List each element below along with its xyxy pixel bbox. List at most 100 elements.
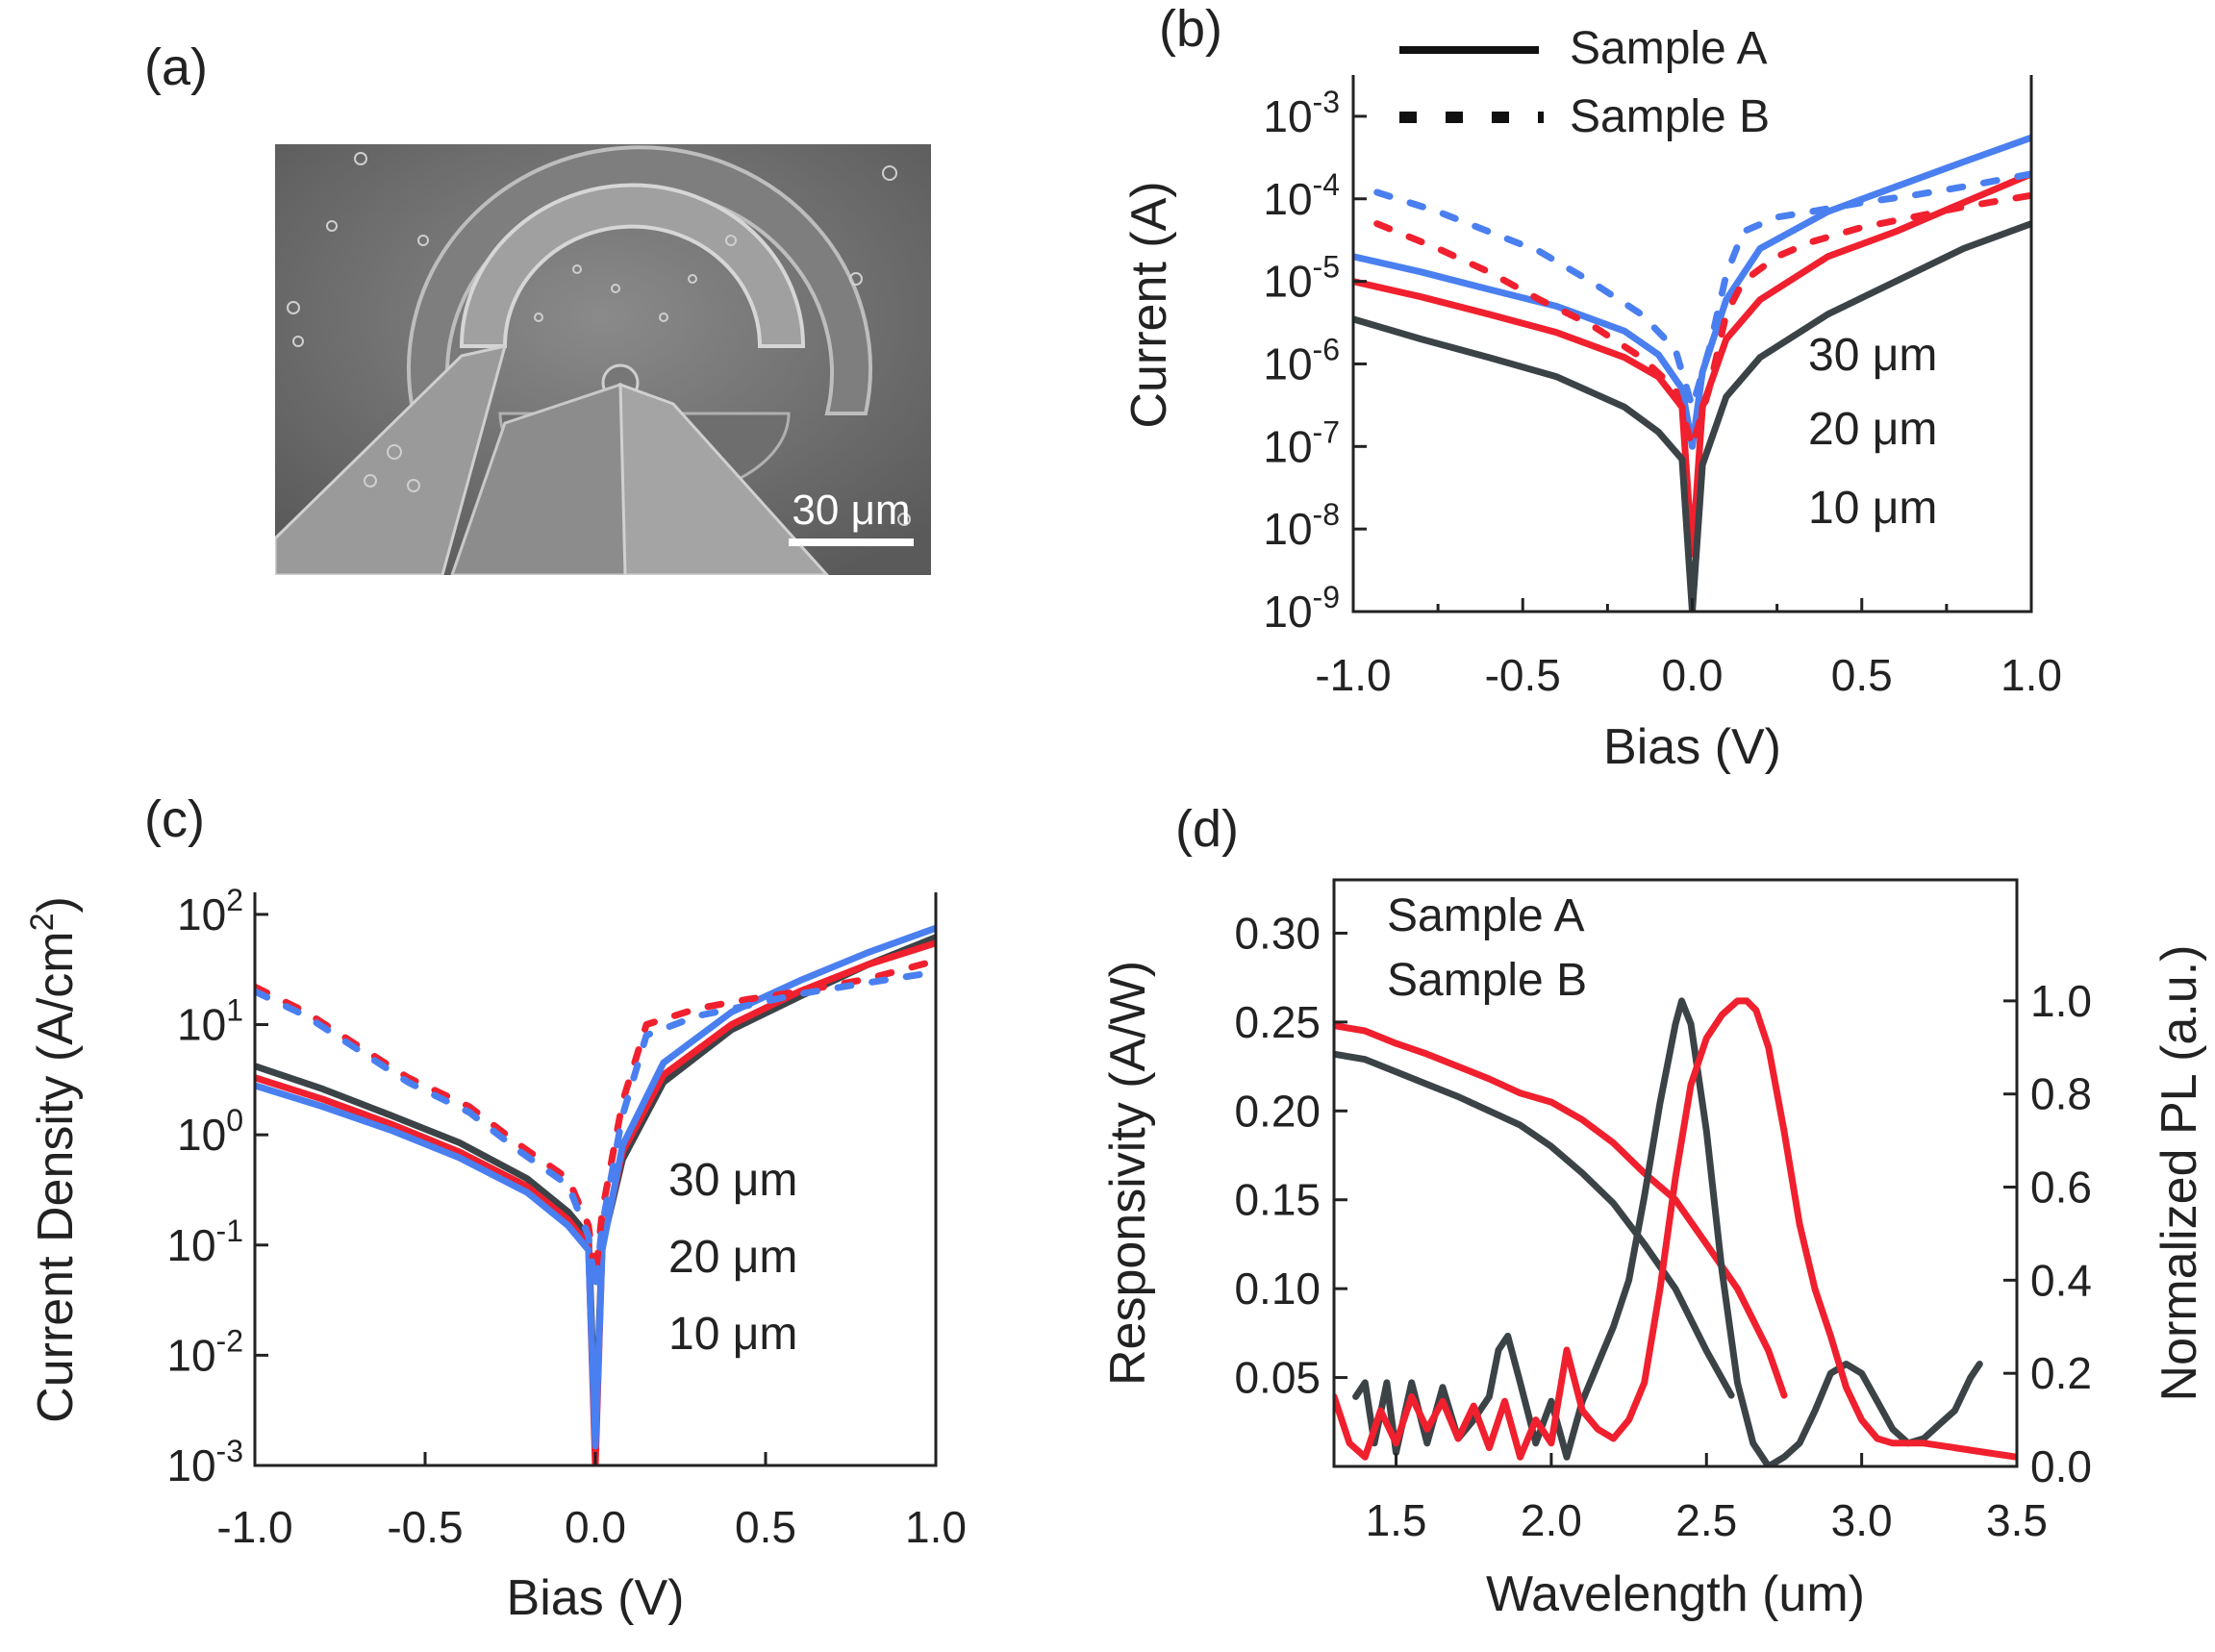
ytick-label-b-5-base: 10	[1263, 174, 1312, 224]
annotation-c-1: 20 μm	[668, 1232, 797, 1283]
ytick-label-b-3-exp: -6	[1313, 332, 1340, 366]
series-d-0	[1334, 1050, 1735, 1399]
ytick-label-b-0: 10-9	[1263, 580, 1340, 637]
ytick-label-b-0-base: 10	[1263, 587, 1312, 637]
sem-image: 30 μm	[275, 144, 931, 575]
ytick-left-label-d-3: 0.20	[1234, 1086, 1321, 1136]
ytick-label-c-0-exp: -3	[216, 1434, 243, 1468]
panel-label-a: (a)	[144, 38, 208, 96]
xtick-label-b-2: 0.0	[1662, 650, 1724, 700]
xlabel-d: Wavelength (um)	[1486, 1566, 1865, 1622]
axes-frame-d	[1332, 878, 2019, 1468]
xtick-label-c-1: -0.5	[387, 1502, 463, 1552]
ytick-right-label-d-5: 1.0	[2030, 976, 2092, 1026]
xtick-label-d-0: 1.5	[1366, 1495, 1427, 1545]
series-b-1	[1353, 170, 2031, 558]
annotation-b-2: 10 μm	[1808, 483, 1937, 534]
plot-area-c	[255, 924, 936, 1465]
ytick-right-label-d-3: 0.6	[2030, 1163, 2092, 1213]
xtick-label-b-1: -0.5	[1485, 650, 1561, 700]
xtick-label-d-2: 2.5	[1675, 1495, 1737, 1545]
ytick-label-b-3: 10-6	[1263, 332, 1340, 388]
chart-d: 1.5 2.0 2.5 3.0 3.5 0.05 0.10 0.15 0.20 0.25 0.30 0…	[1100, 878, 2207, 1622]
legend-label-d-0: Sample A	[1387, 890, 1584, 941]
xtick-label-d-3: 3.0	[1831, 1495, 1893, 1545]
annotation-c-0: 30 μm	[668, 1155, 797, 1206]
legend-label-b-1: Sample B	[1570, 91, 1770, 142]
ytick-label-b-3-base: 10	[1263, 338, 1312, 388]
ylabel-left-d: Responsivity (A/W)	[1100, 961, 1156, 1386]
ytick-left-label-d-0: 0.05	[1234, 1353, 1321, 1403]
plot-area-b	[1353, 134, 2031, 612]
series-b-0	[1353, 134, 2031, 450]
ytick-label-b-6: 10-3	[1263, 85, 1340, 141]
ytick-label-b-2-exp: -7	[1313, 414, 1340, 449]
ytick-label-c-1-base: 10	[166, 1330, 215, 1380]
series-c-2	[255, 924, 936, 1450]
series-c-4	[255, 968, 936, 1292]
ytick-label-c-1-exp: -2	[216, 1323, 243, 1358]
ytick-label-c-5: 102	[177, 883, 243, 939]
panel-label-c: (c)	[144, 790, 205, 848]
legend-label-b-0: Sample A	[1570, 23, 1767, 74]
ytick-label-c-4: 101	[177, 993, 243, 1050]
ytick-label-b-5: 10-4	[1263, 167, 1340, 224]
ytick-left-label-d-4: 0.25	[1234, 997, 1321, 1047]
chart-b: -1.0 -0.5 0.0 0.5 1.010-910-810-710-610-510-…	[1121, 23, 2062, 775]
plot-area-d	[1334, 997, 2017, 1466]
ylabel-c: Current Density (A/cm2)	[24, 896, 84, 1423]
xtick-label-c-3: 0.5	[735, 1502, 796, 1552]
ytick-label-c-5-exp: 2	[226, 883, 243, 917]
ytick-label-c-4-exp: 1	[226, 993, 243, 1028]
ylabel-c-close: )	[28, 896, 84, 913]
scalebar-label: 30 μm	[792, 487, 910, 534]
xlabel-c: Bias (V)	[507, 1570, 685, 1626]
ytick-label-b-4: 10-5	[1263, 250, 1340, 307]
scalebar	[789, 538, 914, 546]
ytick-label-b-1-base: 10	[1263, 504, 1312, 554]
ytick-label-b-6-exp: -3	[1313, 85, 1340, 119]
series-b-4	[1373, 191, 2031, 450]
ytick-label-c-0-base: 10	[166, 1440, 215, 1490]
ytick-right-label-d-1: 0.2	[2030, 1348, 2092, 1398]
ytick-label-c-2-base: 10	[166, 1220, 215, 1270]
ytick-left-label-d-5: 0.30	[1234, 908, 1321, 958]
ytick-label-c-2-exp: -1	[216, 1214, 243, 1248]
ytick-label-b-1-exp: -8	[1313, 497, 1340, 532]
ytick-left-label-d-1: 0.10	[1234, 1264, 1321, 1314]
ytick-label-c-3: 100	[177, 1103, 243, 1160]
xtick-label-b-0: -1.0	[1315, 650, 1391, 700]
xtick-label-b-4: 1.0	[2001, 650, 2062, 700]
series-c-1	[255, 939, 936, 1465]
ytick-label-c-2: 10-1	[166, 1214, 243, 1270]
series-b-3	[1373, 170, 2031, 411]
series-b-2	[1353, 220, 2031, 612]
series-d-2	[1352, 997, 1983, 1466]
ytick-right-label-d-2: 0.4	[2030, 1255, 2092, 1305]
xtick-label-c-4: 1.0	[905, 1502, 967, 1552]
annotation-b-0: 30 μm	[1808, 330, 1937, 381]
ytick-right-label-d-4: 0.8	[2030, 1069, 2092, 1119]
xlabel-b: Bias (V)	[1603, 719, 1781, 775]
ytick-label-b-0-exp: -9	[1313, 580, 1340, 614]
ytick-label-c-3-exp: 0	[226, 1103, 243, 1138]
ytick-label-b-4-base: 10	[1263, 257, 1312, 307]
ytick-left-label-d-2: 0.15	[1234, 1175, 1321, 1225]
xtick-label-c-2: 0.0	[565, 1502, 626, 1552]
ytick-label-b-6-base: 10	[1263, 91, 1312, 141]
series-d-3	[1334, 997, 2017, 1461]
annotation-b-1: 20 μm	[1808, 404, 1937, 455]
ytick-label-c-3-base: 10	[177, 1110, 226, 1160]
ytick-label-c-0: 10-3	[166, 1434, 243, 1490]
annotation-c-2: 10 μm	[668, 1309, 797, 1360]
ylabel-right-d: Normalized PL (a.u.)	[2152, 945, 2207, 1402]
ytick-label-c-5-base: 10	[177, 889, 226, 939]
ytick-label-c-1: 10-2	[166, 1323, 243, 1380]
ytick-label-b-1: 10-8	[1263, 497, 1340, 554]
ylabel-c-text: Current Density (A/cm	[28, 931, 84, 1422]
ylabel-b: Current (A)	[1121, 181, 1177, 428]
chart-c: -1.0 -0.5 0.0 0.5 1.010-310-210-1100101102Bi…	[24, 883, 967, 1626]
legend-label-d-1: Sample B	[1387, 955, 1587, 1006]
panel-label-d: (d)	[1175, 800, 1239, 858]
